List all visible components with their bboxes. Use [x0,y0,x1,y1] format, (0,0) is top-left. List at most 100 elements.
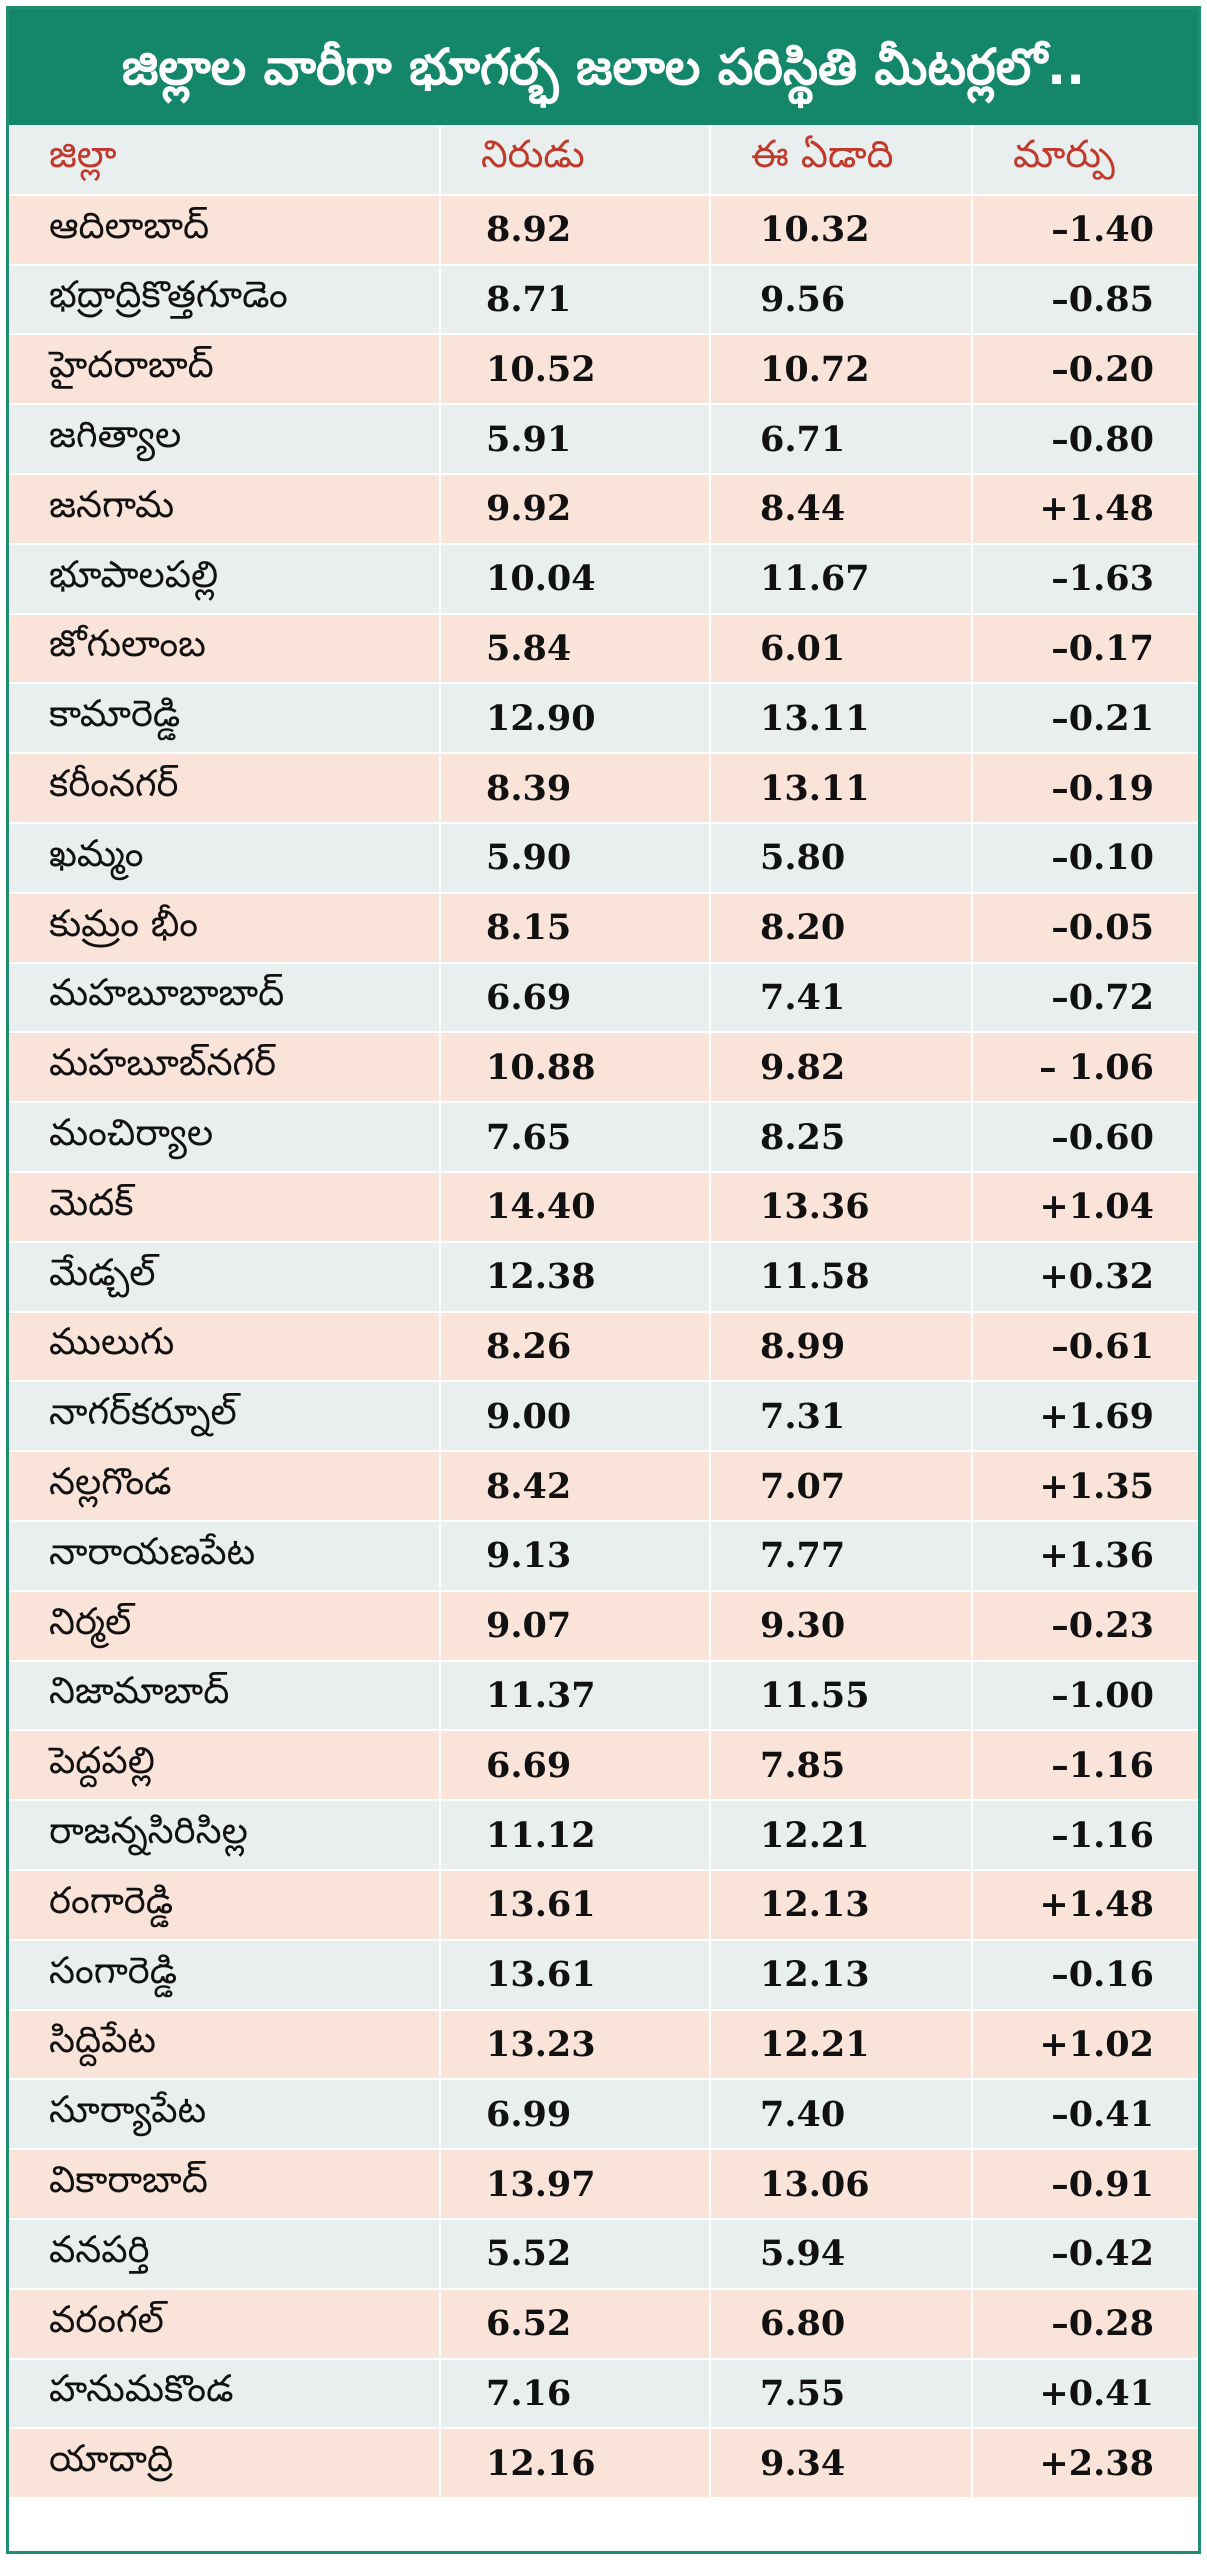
column-header-last-year: నిరుడు [440,125,711,196]
cell-last-year: 9.00 [440,1381,711,1453]
cell-district: సంగారెడ్డి [9,1939,441,2011]
cell-change: –0.10 [972,822,1198,894]
table-header-row: జిల్లా నిరుడు ఈ ఏడాది మార్పు [9,125,1198,196]
cell-district: ఖమ్మం [9,822,441,894]
table-row: కామారెడ్డి 12.90 13.11 –0.21 [9,683,1198,755]
cell-change: –0.61 [972,1311,1198,1383]
cell-district: సూర్యాపేట [9,2079,441,2151]
cell-this-year: 7.40 [710,2079,973,2151]
cell-this-year: 10.32 [710,194,973,266]
cell-change: –0.05 [972,892,1198,964]
cell-district: వరంగల్ [9,2288,441,2360]
cell-change: –1.40 [972,194,1198,266]
table-row: జనగామ 9.92 8.44 +1.48 [9,473,1198,545]
cell-this-year: 13.36 [710,1171,973,1243]
table-row: వనపర్తి 5.52 5.94 –0.42 [9,2218,1198,2290]
cell-last-year: 9.13 [440,1520,711,1592]
column-header-district: జిల్లా [9,125,441,196]
cell-change: –1.16 [972,1800,1198,1871]
cell-district: మేడ్చల్ [9,1241,441,1313]
cell-this-year: 11.55 [710,1660,973,1732]
cell-this-year: 5.94 [710,2218,973,2290]
cell-district: మహబూబ్‌నగర్ [9,1032,441,1104]
cell-change: +1.02 [972,2009,1198,2081]
cell-last-year: 5.90 [440,822,711,894]
table-row: భద్రాద్రికొత్తగూడెం 8.71 9.56 –0.85 [9,264,1198,336]
cell-this-year: 10.72 [710,334,973,406]
cell-district: పెద్దపల్లి [9,1730,441,1802]
cell-this-year: 6.71 [710,404,973,475]
table-row: జోగులాంబ 5.84 6.01 –0.17 [9,613,1198,685]
cell-district: సిద్దిపేట [9,2009,441,2081]
cell-district: హైదరాబాద్ [9,334,441,406]
cell-district: జగిత్యాల [9,404,441,475]
table-row: పెద్దపల్లి 6.69 7.85 –1.16 [9,1730,1198,1802]
cell-change: +2.38 [972,2428,1198,2500]
table-row: హైదరాబాద్ 10.52 10.72 –0.20 [9,334,1198,406]
table-row: సిద్దిపేట 13.23 12.21 +1.02 [9,2009,1198,2081]
cell-this-year: 9.34 [710,2428,973,2500]
table-row: నిజామాబాద్ 11.37 11.55 –1.00 [9,1660,1198,1732]
table-row: యాదాద్రి 12.16 9.34 +2.38 [9,2428,1198,2500]
cell-this-year: 7.77 [710,1520,973,1592]
cell-this-year: 12.21 [710,2009,973,2081]
cell-change: –0.72 [972,962,1198,1034]
table-row: నారాయణపేట 9.13 7.77 +1.36 [9,1520,1198,1592]
table-row: రాజన్నసిరిసిల్ల 11.12 12.21 –1.16 [9,1800,1198,1871]
table-row: జగిత్యాల 5.91 6.71 –0.80 [9,404,1198,475]
cell-district: ఆదిలాబాద్ [9,194,441,266]
cell-this-year: 9.30 [710,1590,973,1662]
cell-district: మహబూబాబాద్ [9,962,441,1034]
column-header-change: మార్పు [972,125,1198,196]
cell-change: –0.21 [972,683,1198,755]
cell-last-year: 12.90 [440,683,711,755]
table-body: ఆదిలాబాద్ 8.92 10.32 –1.40 భద్రాద్రికొత్తగూడ… [9,194,1198,2500]
cell-last-year: 6.99 [440,2079,711,2151]
table-row: హనుమకొండ 7.16 7.55 +0.41 [9,2358,1198,2430]
cell-district: భద్రాద్రికొత్తగూడెం [9,264,441,336]
cell-change: +1.36 [972,1520,1198,1592]
cell-this-year: 7.85 [710,1730,973,1802]
cell-district: రంగారెడ్డి [9,1869,441,1941]
cell-change: +1.69 [972,1381,1198,1453]
cell-district: మెదక్ [9,1171,441,1243]
cell-last-year: 13.61 [440,1869,711,1941]
cell-change: –0.23 [972,1590,1198,1662]
cell-change: +0.32 [972,1241,1198,1313]
cell-district: నల్లగొండ [9,1451,441,1522]
cell-change: –0.85 [972,264,1198,336]
table-title: జిల్లాల వారీగా భూగర్భ జలాల పరిస్థితి మీట… [9,9,1198,125]
column-header-this-year: ఈ ఏడాది [710,125,973,196]
table-row: ఖమ్మం 5.90 5.80 –0.10 [9,822,1198,894]
cell-last-year: 8.92 [440,194,711,266]
cell-this-year: 11.58 [710,1241,973,1313]
table-row: వికారాబాద్ 13.97 13.06 –0.91 [9,2149,1198,2220]
cell-last-year: 8.42 [440,1451,711,1522]
cell-district: యాదాద్రి [9,2428,441,2500]
cell-change: +1.48 [972,1869,1198,1941]
cell-change: +1.48 [972,473,1198,545]
cell-district: నిజామాబాద్ [9,1660,441,1732]
cell-last-year: 6.52 [440,2288,711,2360]
cell-district: కరీంనగర్ [9,753,441,824]
cell-this-year: 8.99 [710,1311,973,1383]
cell-this-year: 13.11 [710,683,973,755]
cell-last-year: 6.69 [440,1730,711,1802]
cell-this-year: 13.06 [710,2149,973,2220]
cell-district: కామారెడ్డి [9,683,441,755]
cell-change: –0.28 [972,2288,1198,2360]
cell-change: –0.42 [972,2218,1198,2290]
cell-this-year: 12.13 [710,1869,973,1941]
cell-last-year: 13.23 [440,2009,711,2081]
table-row: భూపాలపల్లి 10.04 11.67 –1.63 [9,543,1198,615]
table-row: సూర్యాపేట 6.99 7.40 –0.41 [9,2079,1198,2151]
cell-last-year: 10.52 [440,334,711,406]
cell-this-year: 8.25 [710,1102,973,1173]
cell-last-year: 10.88 [440,1032,711,1104]
cell-last-year: 8.26 [440,1311,711,1383]
cell-this-year: 13.11 [710,753,973,824]
table-row: మేడ్చల్ 12.38 11.58 +0.32 [9,1241,1198,1313]
cell-this-year: 11.67 [710,543,973,615]
cell-district: వికారాబాద్ [9,2149,441,2220]
cell-this-year: 6.01 [710,613,973,685]
